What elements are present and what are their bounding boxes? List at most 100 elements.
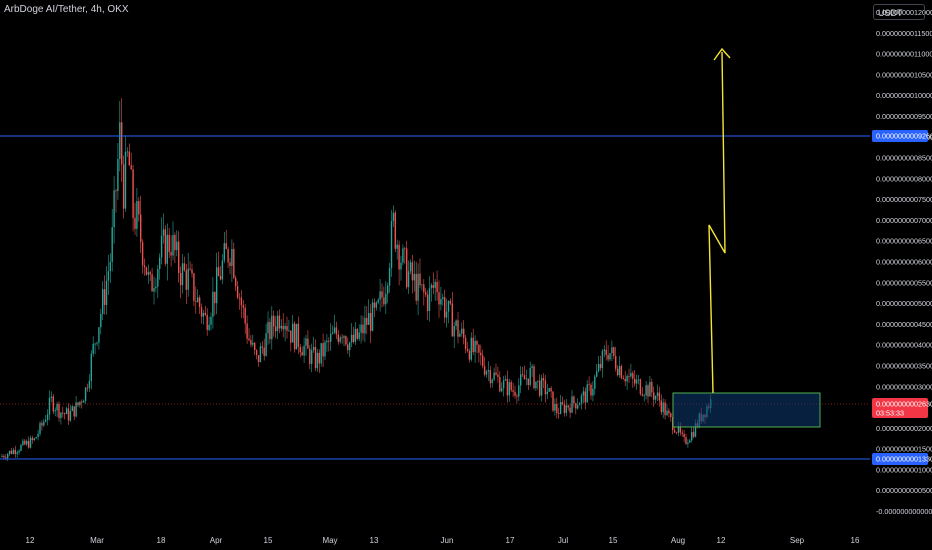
candle-body [122,164,125,209]
candle-body [683,433,685,438]
candle-body [670,413,672,418]
candle-body [609,353,611,360]
price-tick-label: 0.0000000000500 [876,486,932,495]
candle-body [641,394,643,396]
candle-body [525,378,528,380]
candle-body [499,376,501,392]
price-tick-label: 0.0000000007000 [876,216,932,225]
candle-body [286,326,288,331]
price-axis[interactable]: 0.0000000012000 0.0000000011500 0.00000000… [876,8,932,516]
candle-body [90,353,92,381]
candle-body [10,450,13,454]
candle-body [611,347,613,354]
candle-body [140,214,142,243]
candle-body [117,158,119,192]
candle-body [689,440,691,443]
price-tick-label: -0.0000000000000 [876,507,932,516]
candle-body [466,348,469,351]
currency-selector[interactable]: USDT [873,4,925,20]
candle-body [236,286,239,298]
candle-body [328,340,330,342]
candle-body [335,327,338,335]
candle-body [343,336,345,338]
candle-body [71,406,73,411]
price-tick-label: 0.0000000010500 [876,70,932,79]
candle-body [626,376,628,382]
time-tick-label: Apr [210,536,223,545]
axis-badges: 0.00000000092600.00000000013300.00000000… [872,130,932,465]
candle-body [521,374,524,376]
candle-body [421,284,423,286]
candle-body [151,274,153,292]
candle-body [121,122,123,165]
candle-body [476,340,478,345]
price-tick-label: 0.0000000001000 [876,465,932,474]
candle-body [436,281,438,293]
candle-body [29,437,32,448]
candle-body [550,388,552,392]
candle-body [102,289,104,315]
price-tick-label: 0.0000000005500 [876,278,932,287]
candle-body [81,401,83,403]
candle-body [552,391,554,411]
candle-body [544,380,547,395]
candle-body [601,351,604,369]
time-tick-label: Sep [790,536,805,545]
candle-body [620,366,623,379]
time-tick-label: 12 [26,536,35,545]
candle-body [356,328,358,339]
time-axis[interactable]: 12 Mar 18 Apr 15 May 13 Jun 17 Jul 15 Aug 12 Sep 16 [26,536,860,545]
candle-body [185,270,187,290]
projection-arrow[interactable] [708,51,726,394]
candle-body [487,370,490,372]
candle-body [187,268,189,290]
candle-body [447,300,450,312]
candle-body [217,267,220,277]
candle-body [539,380,541,396]
accumulation-zone[interactable] [672,392,821,428]
candle-body [457,320,459,337]
candle-body [52,396,54,412]
candle-body [502,380,505,389]
candle-body [548,388,550,392]
candle-body [284,326,286,330]
candle-body [159,257,161,269]
candle-body [212,291,214,317]
candle-body [535,381,537,389]
candle-body [168,234,170,253]
candle-body [518,385,520,397]
candle-body [635,379,638,384]
candle-body [375,302,377,308]
candle-body [381,291,383,298]
candle-body [430,285,433,289]
candle-body [438,292,440,305]
candle-body [46,414,49,420]
candle-body [423,284,425,293]
candle-body [480,352,482,356]
candle-body [428,288,431,312]
candle-body [261,346,263,348]
candle-body [20,444,22,451]
candle-body [115,190,117,192]
candle-body [238,297,241,299]
candle-body [654,396,657,400]
candle-body [64,413,66,415]
candle-body [149,272,151,275]
candle-body [225,243,227,250]
candle-body [43,421,45,426]
candle-body [126,151,129,153]
candle-body [491,379,493,384]
candle-body [341,337,343,339]
candle-body [453,325,455,337]
candle-body [449,300,452,304]
candle-body [84,387,87,401]
candle-body [197,297,199,302]
candle-body [668,410,670,414]
candle-body [377,299,379,303]
candle-body [575,403,577,409]
candle-body [98,327,100,343]
candle-body [206,314,208,330]
candle-body [14,449,16,454]
candle-body [88,380,91,389]
